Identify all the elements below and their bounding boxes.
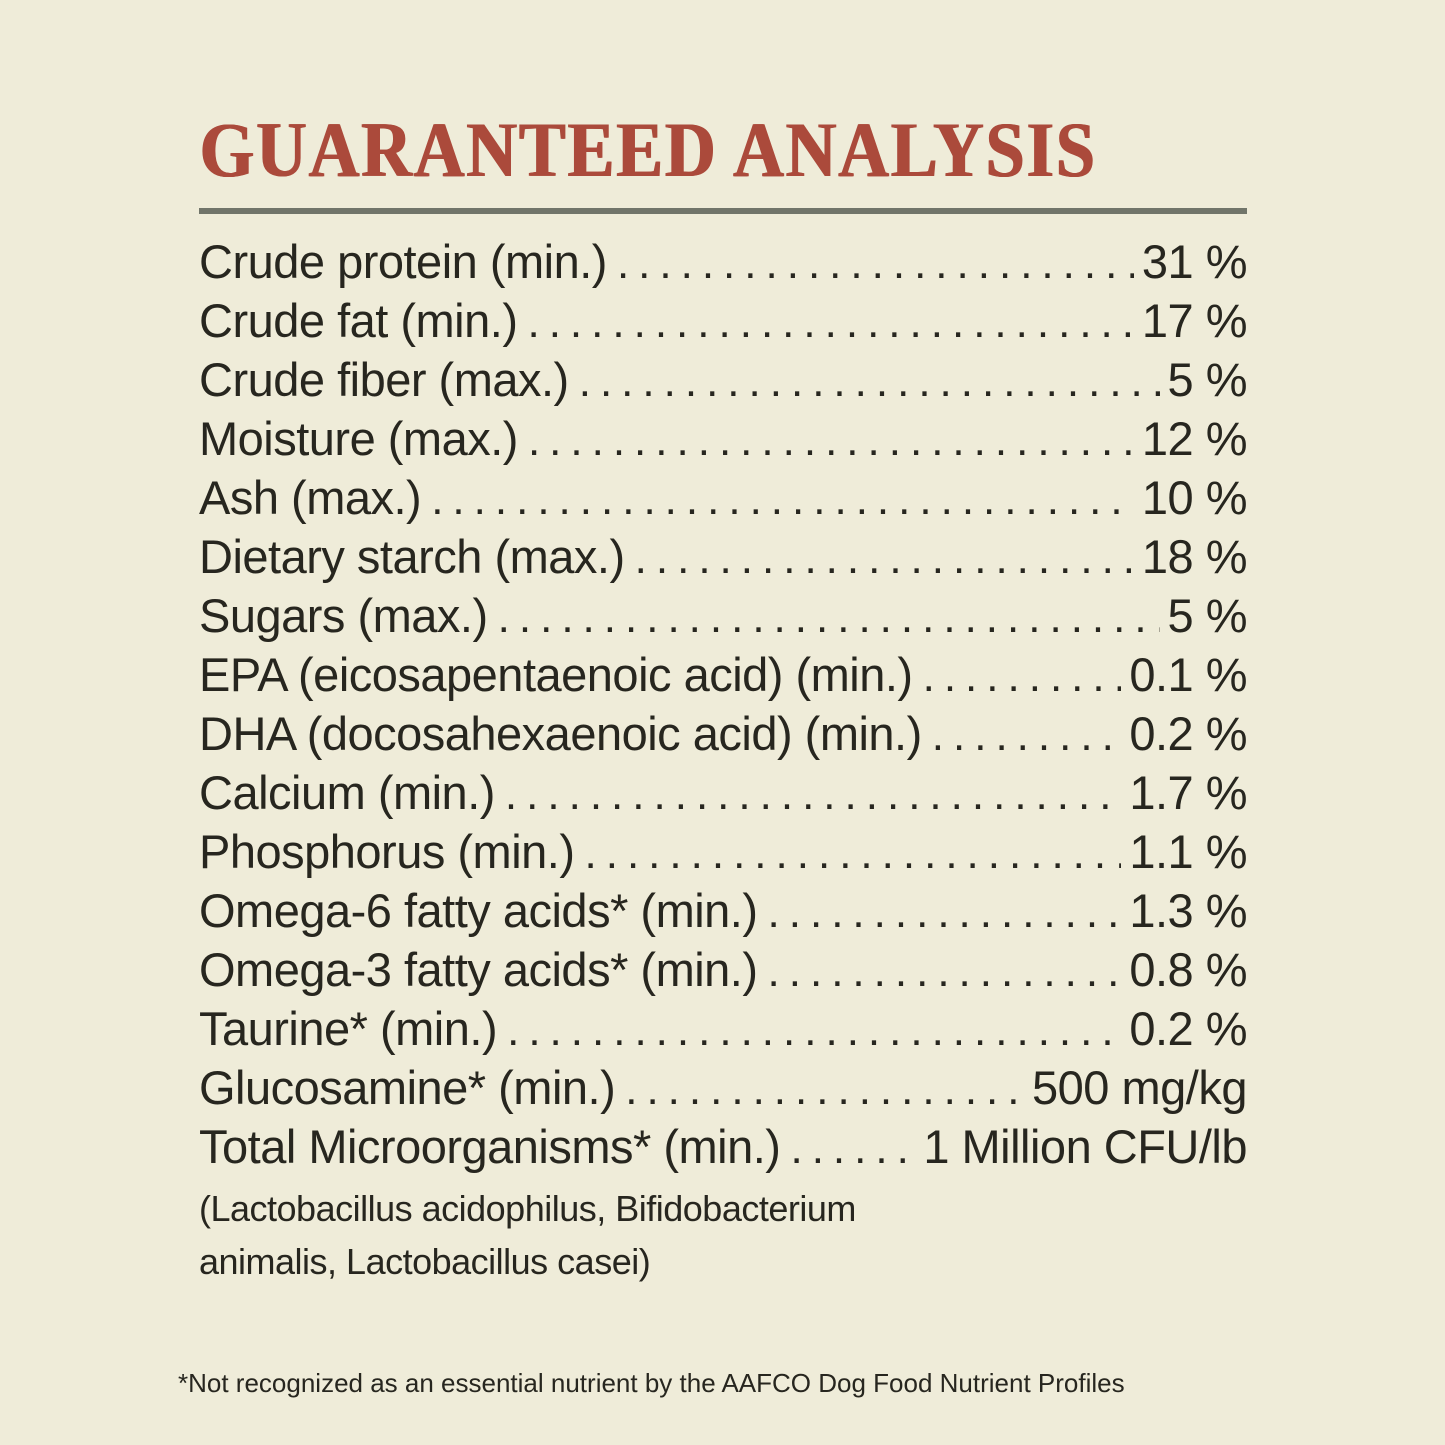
dot-leader — [431, 470, 1134, 525]
nutrient-label: DHA (docosahexaenoic acid) (min.) — [199, 707, 922, 760]
dot-leader — [617, 234, 1134, 289]
nutrient-row: EPA (eicosapentaenoic acid) (min.) 0.1 % — [199, 647, 1247, 706]
nutrient-label: Crude fiber (max.) — [199, 353, 569, 406]
nutrient-label: Phosphorus (min.) — [199, 825, 575, 878]
dot-leader — [635, 529, 1134, 584]
nutrient-value: 1.7 % — [1129, 766, 1247, 819]
nutrient-label: Omega-3 fatty acids* (min.) — [199, 943, 758, 996]
nutrient-row: DHA (docosahexaenoic acid) (min.) 0.2 % — [199, 706, 1247, 765]
nutrient-row: Taurine* (min.) 0.2 % — [199, 1001, 1247, 1060]
nutrient-label: Calcium (min.) — [199, 766, 495, 819]
nutrient-label: Sugars (max.) — [199, 589, 488, 642]
title-divider — [199, 208, 1247, 214]
nutrient-value: 5 % — [1167, 589, 1248, 642]
nutrient-label: Total Microorganisms* (min.) — [199, 1120, 781, 1173]
nutrient-row: Crude fiber (max.) 5 % — [199, 352, 1247, 411]
dot-leader — [505, 765, 1121, 820]
nutrient-value: 0.1 % — [1129, 648, 1247, 701]
nutrient-value: 17 % — [1141, 294, 1248, 347]
dot-leader — [790, 1119, 915, 1174]
nutrient-label: Taurine* (min.) — [199, 1002, 498, 1055]
dot-leader — [528, 411, 1134, 466]
dot-leader — [932, 706, 1122, 761]
nutrient-row: Moisture (max.) 12 % — [199, 411, 1248, 470]
nutrient-row: Total Microorganisms* (min.) 1 Million C… — [199, 1119, 1247, 1178]
nutrient-value: 0.2 % — [1129, 707, 1247, 760]
nutrient-row: Sugars (max.) 5 % — [199, 588, 1247, 647]
aafco-footnote: *Not recognized as an essential nutrient… — [178, 1368, 1125, 1398]
nutrient-label: Ash (max.) — [199, 471, 422, 524]
nutrient-label: Crude protein (min.) — [199, 235, 607, 288]
analysis-table: Crude protein (min.) 31 % Crude fat (min… — [199, 234, 1248, 1178]
dot-leader — [625, 1060, 1024, 1115]
nutrient-value: 1.3 % — [1129, 884, 1247, 937]
nutrient-row: Crude protein (min.) 31 % — [199, 234, 1248, 293]
dot-leader — [527, 293, 1133, 348]
nutrient-value: 10 % — [1141, 471, 1248, 524]
nutrient-row: Omega-3 fatty acids* (min.) 0.8 % — [199, 942, 1247, 1001]
nutrient-value: 500 mg/kg — [1032, 1061, 1247, 1114]
nutrient-label: Moisture (max.) — [199, 412, 518, 465]
dot-leader — [579, 352, 1160, 407]
nutrient-row: Crude fat (min.) 17 % — [199, 293, 1248, 352]
nutrient-value: 31 % — [1141, 235, 1248, 288]
nutrient-row: Omega-6 fatty acids* (min.) 1.3 % — [199, 883, 1247, 942]
dot-leader — [768, 942, 1122, 997]
nutrient-row: Dietary starch (max.) 18 % — [199, 529, 1248, 588]
microorganisms-species-line: (Lactobacillus acidophilus, Bifidobacter… — [199, 1188, 856, 1229]
nutrient-value: 12 % — [1141, 412, 1248, 465]
microorganisms-species-line: animalis, Lactobacillus casei) — [199, 1241, 651, 1282]
nutrient-row: Glucosamine* (min.) 500 mg/kg — [199, 1060, 1247, 1119]
dot-leader — [507, 1001, 1121, 1056]
dot-leader — [768, 883, 1122, 938]
nutrient-value: 5 % — [1167, 353, 1248, 406]
nutrient-row: Ash (max.) 10 % — [199, 470, 1248, 529]
microorganisms-species-note: (Lactobacillus acidophilus, Bifidobacter… — [199, 1182, 1247, 1288]
nutrient-value: 18 % — [1141, 530, 1248, 583]
nutrient-row: Phosphorus (min.) 1.1 % — [199, 824, 1247, 883]
dot-leader — [585, 824, 1122, 879]
nutrient-label: Glucosamine* (min.) — [199, 1061, 616, 1114]
nutrient-label: Crude fat (min.) — [199, 294, 518, 347]
nutrient-value: 1 Million CFU/lb — [923, 1120, 1247, 1173]
label-content: GUARANTEED ANALYSIS Crude protein (min.)… — [199, 107, 1248, 1288]
nutrient-row: Calcium (min.) 1.7 % — [199, 765, 1247, 824]
nutrient-label: EPA (eicosapentaenoic acid) (min.) — [199, 648, 913, 701]
nutrient-value: 1.1 % — [1129, 825, 1247, 878]
dot-leader — [498, 588, 1160, 643]
nutrient-label: Dietary starch (max.) — [199, 530, 625, 583]
dot-leader — [923, 647, 1122, 702]
page-title: GUARANTEED ANALYSIS — [199, 107, 1097, 194]
nutrient-value: 0.2 % — [1129, 1002, 1247, 1055]
nutrient-value: 0.8 % — [1129, 943, 1247, 996]
nutrient-label: Omega-6 fatty acids* (min.) — [199, 884, 758, 937]
